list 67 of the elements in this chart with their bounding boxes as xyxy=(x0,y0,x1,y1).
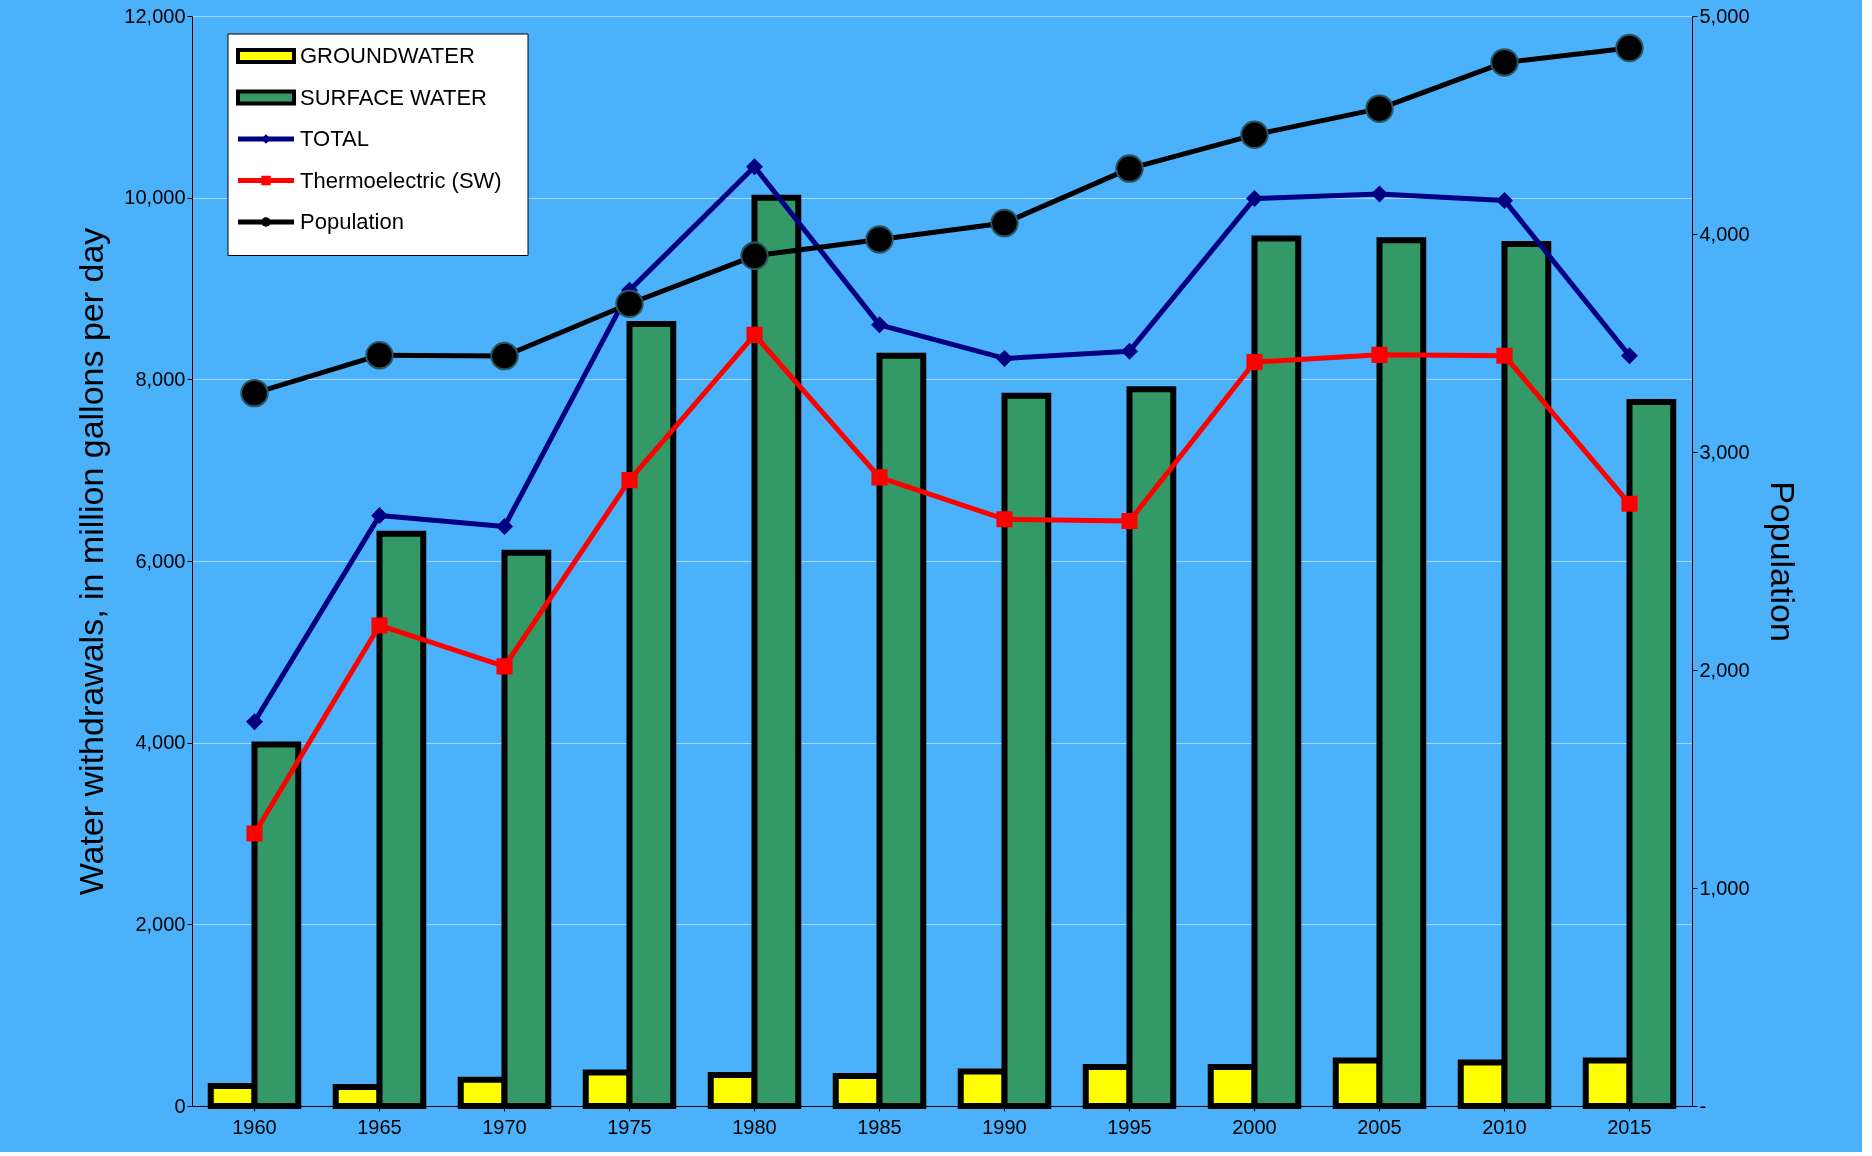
point xyxy=(1371,185,1388,203)
y2-tick-label: 3,000 xyxy=(1699,440,1750,463)
point xyxy=(240,378,269,408)
y-tick-label: 2,000 xyxy=(135,912,186,935)
x-tick-label: 1970 xyxy=(482,1115,527,1138)
point xyxy=(1496,347,1513,364)
x-tick-label: 2005 xyxy=(1357,1115,1402,1138)
point xyxy=(490,341,519,371)
x-tick-label: 1960 xyxy=(232,1115,277,1138)
y2-tick-label: 1,000 xyxy=(1699,876,1750,899)
legend-label: GROUNDWATER xyxy=(300,43,475,68)
point xyxy=(1490,48,1519,77)
legend-label: TOTAL xyxy=(300,126,369,151)
point xyxy=(371,507,388,524)
y-tick-label: 10,000 xyxy=(124,186,186,209)
point xyxy=(996,511,1013,528)
point xyxy=(1121,343,1138,360)
point xyxy=(1621,495,1638,512)
x-tick-label: 2010 xyxy=(1482,1115,1527,1138)
point xyxy=(246,825,263,842)
x-tick-label: 1995 xyxy=(1107,1115,1152,1138)
point xyxy=(246,713,263,730)
point xyxy=(746,158,763,175)
legend-label: Thermoelectric (SW) xyxy=(300,167,502,193)
legend-label: SURFACE WATER xyxy=(300,84,488,110)
point xyxy=(1365,94,1394,123)
point xyxy=(621,472,638,489)
x-tick-label: 1965 xyxy=(357,1115,402,1138)
y2-tick-label: 5,000 xyxy=(1699,4,1750,27)
y2-tick-label: 2,000 xyxy=(1699,658,1750,681)
x-tick-label: 2000 xyxy=(1232,1115,1277,1138)
point xyxy=(1246,190,1263,207)
point xyxy=(1371,346,1388,363)
point xyxy=(871,316,888,333)
x-tick-label: 1990 xyxy=(982,1115,1027,1138)
point xyxy=(496,518,513,535)
point xyxy=(990,208,1019,238)
point xyxy=(365,341,394,370)
point xyxy=(1615,33,1644,63)
point xyxy=(1121,512,1138,530)
point xyxy=(1496,192,1513,209)
point xyxy=(496,658,513,675)
point xyxy=(615,289,644,318)
point xyxy=(1115,154,1144,183)
x-tick-label: 1985 xyxy=(857,1115,902,1138)
x-tick-label: 1980 xyxy=(732,1115,777,1138)
point xyxy=(746,326,763,343)
y-tick-label: 8,000 xyxy=(135,367,186,390)
y-tick-label: 12,000 xyxy=(124,4,186,27)
y2-tick-label: - xyxy=(1699,1094,1707,1117)
x-tick-label: 1975 xyxy=(607,1115,652,1138)
y-tick-label: 6,000 xyxy=(135,549,186,572)
point xyxy=(1246,354,1263,371)
point xyxy=(865,225,894,254)
y-axis-title: Water withdrawals, in million gallons per day xyxy=(72,227,111,896)
point xyxy=(371,617,388,634)
point xyxy=(740,241,769,270)
point xyxy=(1240,120,1269,150)
point xyxy=(871,469,888,486)
y2-axis-title: Population xyxy=(1763,481,1802,642)
y-tick-label: 0 xyxy=(174,1094,186,1117)
legend-label: Population xyxy=(300,209,404,234)
point xyxy=(996,350,1013,367)
y2-tick-label: 4,000 xyxy=(1699,222,1750,245)
x-tick-label: 2015 xyxy=(1607,1115,1652,1138)
y-tick-label: 4,000 xyxy=(135,731,186,754)
point xyxy=(1621,347,1638,364)
